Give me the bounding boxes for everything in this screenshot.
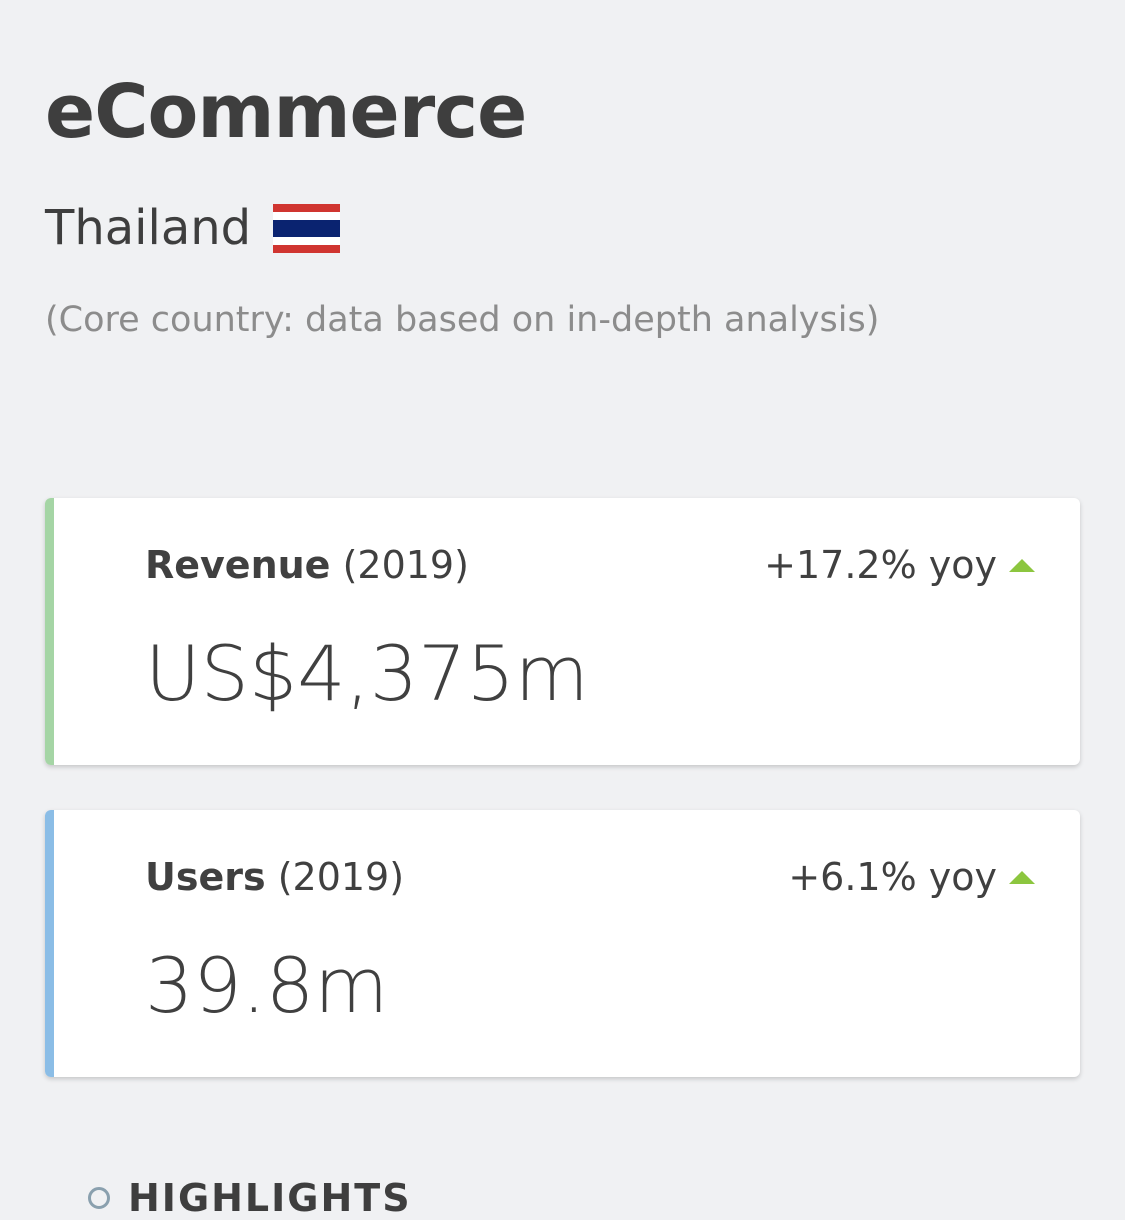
up-arrow-icon — [1009, 870, 1035, 884]
up-arrow-icon — [1009, 558, 1035, 572]
card-accent-bar — [45, 498, 54, 765]
card-label: Users (2019) — [145, 855, 405, 899]
highlights-label: HIGHLIGHTS — [128, 1176, 412, 1220]
yoy-change: +17.2% yoy — [764, 538, 1035, 592]
card-accent-bar — [45, 810, 54, 1077]
country-name: Thailand — [45, 200, 252, 256]
card-label: Revenue (2019) — [145, 543, 469, 587]
revenue-card[interactable]: Revenue (2019) +17.2% yoy US$4,375m — [45, 498, 1080, 765]
lightbulb-icon — [88, 1187, 110, 1209]
highlights-heading: HIGHLIGHTS — [88, 1176, 412, 1220]
country-heading: Thailand — [45, 196, 341, 260]
thailand-flag-icon — [273, 203, 341, 253]
card-value: US$4,375m — [145, 629, 589, 718]
page-title: eCommerce — [45, 69, 527, 155]
card-value: 39.8m — [145, 941, 389, 1030]
data-note: (Core country: data based on in-depth an… — [45, 300, 880, 340]
users-card[interactable]: Users (2019) +6.1% yoy 39.8m — [45, 810, 1080, 1077]
yoy-change: +6.1% yoy — [788, 850, 1035, 904]
